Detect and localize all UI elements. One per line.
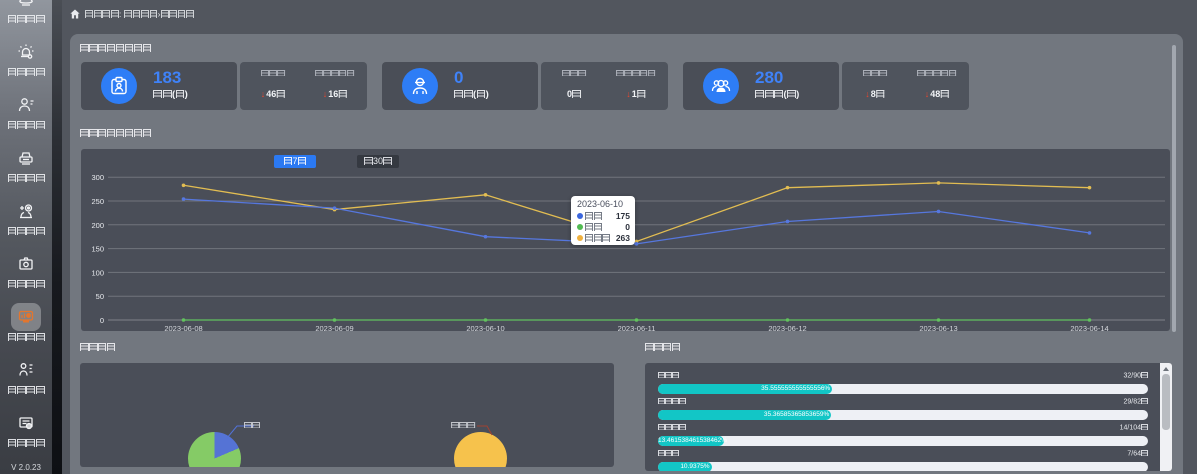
svg-text:2023-06-14: 2023-06-14: [1070, 324, 1108, 331]
svg-text:2023-06-08: 2023-06-08: [164, 324, 202, 331]
svg-text:300: 300: [91, 173, 104, 182]
svg-text:100: 100: [91, 268, 104, 277]
svg-text:150: 150: [91, 245, 104, 254]
svg-text:2023-06-12: 2023-06-12: [768, 324, 806, 331]
svg-text:200: 200: [91, 221, 104, 230]
svg-text:2023-06-10: 2023-06-10: [466, 324, 504, 331]
svg-text:0: 0: [100, 316, 104, 325]
svg-text:50: 50: [96, 292, 104, 301]
svg-text:250: 250: [91, 197, 104, 206]
svg-text:2023-06-11: 2023-06-11: [618, 324, 656, 331]
svg-text:2023-06-09: 2023-06-09: [315, 324, 353, 331]
svg-text:2023-06-13: 2023-06-13: [919, 324, 957, 331]
